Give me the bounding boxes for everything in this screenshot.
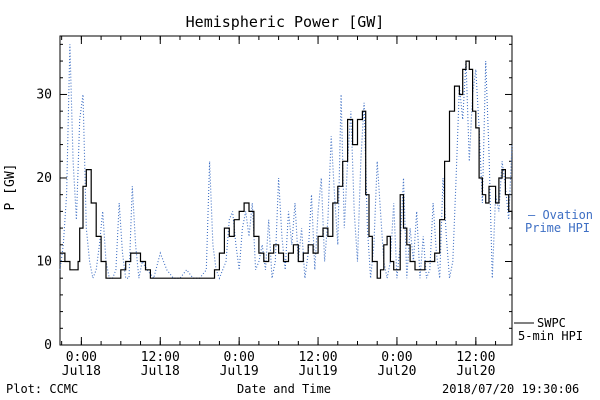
y-axis-ticks: 0 10 20 30 xyxy=(36,43,512,353)
chart-title: Hemispheric Power [GW] xyxy=(186,13,385,31)
legend-swpc-line1: SWPC xyxy=(537,316,566,330)
footer-x-axis-label: Date and Time xyxy=(237,382,331,396)
x-tick-label-time: 12:00 xyxy=(141,350,180,365)
plot-frame xyxy=(59,35,513,346)
x-tick-label-date: Jul20 xyxy=(377,364,416,379)
x-tick-label-date: Jul18 xyxy=(62,364,101,379)
x-tick-label-time: 0:00 xyxy=(66,350,97,365)
y-tick-label: 0 xyxy=(44,338,52,353)
x-tick-label-date: Jul19 xyxy=(220,364,259,379)
series-ovation-prime-line xyxy=(59,44,513,281)
plot-border xyxy=(59,35,513,346)
y-tick-label: 20 xyxy=(36,171,52,186)
legend-swpc-line2: 5-min HPI xyxy=(518,329,583,343)
x-tick-label-time: 0:00 xyxy=(224,350,255,365)
series-layer xyxy=(59,44,513,281)
legend-ovation-line1: — Ovation xyxy=(528,208,593,222)
x-tick-label-date: Jul20 xyxy=(456,364,495,379)
y-axis-label: P [GW] xyxy=(3,164,18,211)
x-tick-label-time: 12:00 xyxy=(298,350,337,365)
x-tick-label-date: Jul18 xyxy=(141,364,180,379)
footer-plot-credit: Plot: CCMC xyxy=(6,382,79,396)
footer-timestamp: 2018/07/20 19:30:06 xyxy=(442,382,580,396)
x-axis-ticks: 0:00Jul1812:00Jul180:00Jul1912:00Jul190:… xyxy=(61,36,497,379)
legend-ovation-line2: Prime HPI xyxy=(525,221,590,235)
series-swpc-line xyxy=(60,60,513,279)
x-tick-label-time: 12:00 xyxy=(456,350,495,365)
x-tick-label-date: Jul19 xyxy=(298,364,337,379)
y-tick-label: 10 xyxy=(36,254,52,269)
x-tick-label-time: 0:00 xyxy=(381,350,412,365)
y-tick-label: 30 xyxy=(36,87,52,102)
